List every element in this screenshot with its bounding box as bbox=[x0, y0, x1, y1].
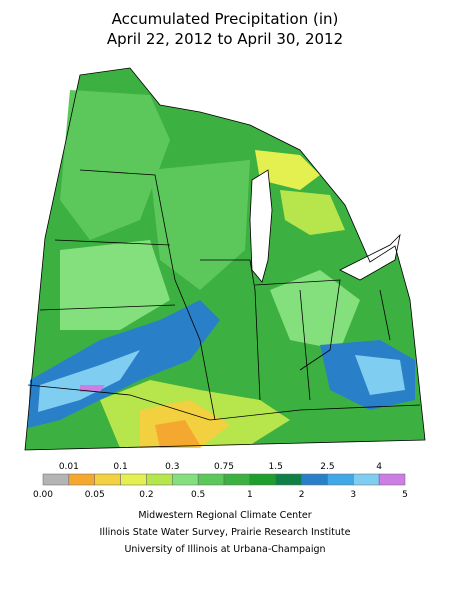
legend-swatch bbox=[146, 473, 173, 486]
legend-label: 0.1 bbox=[113, 462, 127, 472]
map-frame bbox=[24, 67, 426, 451]
lake-superior-canada bbox=[130, 58, 390, 262]
legend-label: 0.05 bbox=[85, 490, 105, 500]
region bbox=[190, 118, 245, 140]
legend-swatch bbox=[120, 473, 147, 486]
credit: Midwestern Regional Climate Center bbox=[138, 510, 311, 521]
title: Accumulated Precipitation (in) bbox=[112, 10, 339, 28]
legend-label: 0.00 bbox=[33, 490, 53, 500]
lake-michigan bbox=[249, 169, 273, 283]
region bbox=[60, 240, 170, 330]
legend-swatch bbox=[197, 473, 225, 486]
legend: 0.00 0.01 0.05 0.1 0.2 0.3 0.5 0.75 1 1.5 2 2.5 3 4 5 bbox=[33, 462, 408, 500]
legend-label: 2 bbox=[299, 490, 305, 500]
state-border bbox=[379, 289, 391, 341]
legend-swatch bbox=[223, 473, 251, 486]
region bbox=[150, 160, 250, 290]
legend-label: 0.3 bbox=[165, 462, 179, 472]
legend-label: 3 bbox=[350, 490, 356, 500]
legend-label: 1.5 bbox=[269, 462, 283, 472]
region bbox=[60, 90, 170, 240]
region bbox=[355, 355, 405, 395]
map bbox=[24, 58, 426, 451]
legend-swatch bbox=[249, 473, 276, 486]
legend-label: 0.75 bbox=[214, 462, 234, 472]
state-border bbox=[39, 304, 176, 311]
credit: University of Illinois at Urbana-Champai… bbox=[124, 544, 325, 555]
subtitle: April 22, 2012 to April 30, 2012 bbox=[107, 30, 343, 48]
legend-swatch bbox=[42, 473, 70, 486]
state-border bbox=[200, 259, 261, 401]
state-border bbox=[27, 384, 421, 421]
region bbox=[270, 270, 360, 350]
legend-swatch bbox=[327, 473, 354, 486]
state-border bbox=[54, 239, 171, 246]
legend-swatch bbox=[301, 473, 328, 486]
legend-label: 0.2 bbox=[139, 490, 153, 500]
region bbox=[280, 190, 345, 235]
legend-label: 0.5 bbox=[191, 490, 205, 500]
credit: Illinois State Water Survey, Prairie Res… bbox=[100, 527, 351, 538]
legend-swatch bbox=[172, 473, 199, 486]
region bbox=[155, 420, 200, 448]
legend-label: 5 bbox=[402, 490, 408, 500]
lake-erie bbox=[339, 233, 401, 281]
state-border bbox=[174, 279, 216, 421]
legend-swatch bbox=[378, 473, 406, 486]
legend-label: 4 bbox=[376, 462, 382, 472]
legend-swatch bbox=[275, 473, 302, 486]
legend-swatch bbox=[68, 473, 95, 486]
legend-label: 0.01 bbox=[59, 462, 79, 472]
state-border bbox=[254, 279, 341, 371]
state-border bbox=[299, 289, 311, 401]
legend-swatch bbox=[353, 473, 380, 486]
legend-label: 2.5 bbox=[320, 462, 334, 472]
region bbox=[38, 350, 140, 412]
region bbox=[255, 150, 320, 190]
legend-swatch bbox=[94, 473, 121, 486]
legend-label: 1 bbox=[247, 490, 253, 500]
region bbox=[80, 385, 105, 392]
